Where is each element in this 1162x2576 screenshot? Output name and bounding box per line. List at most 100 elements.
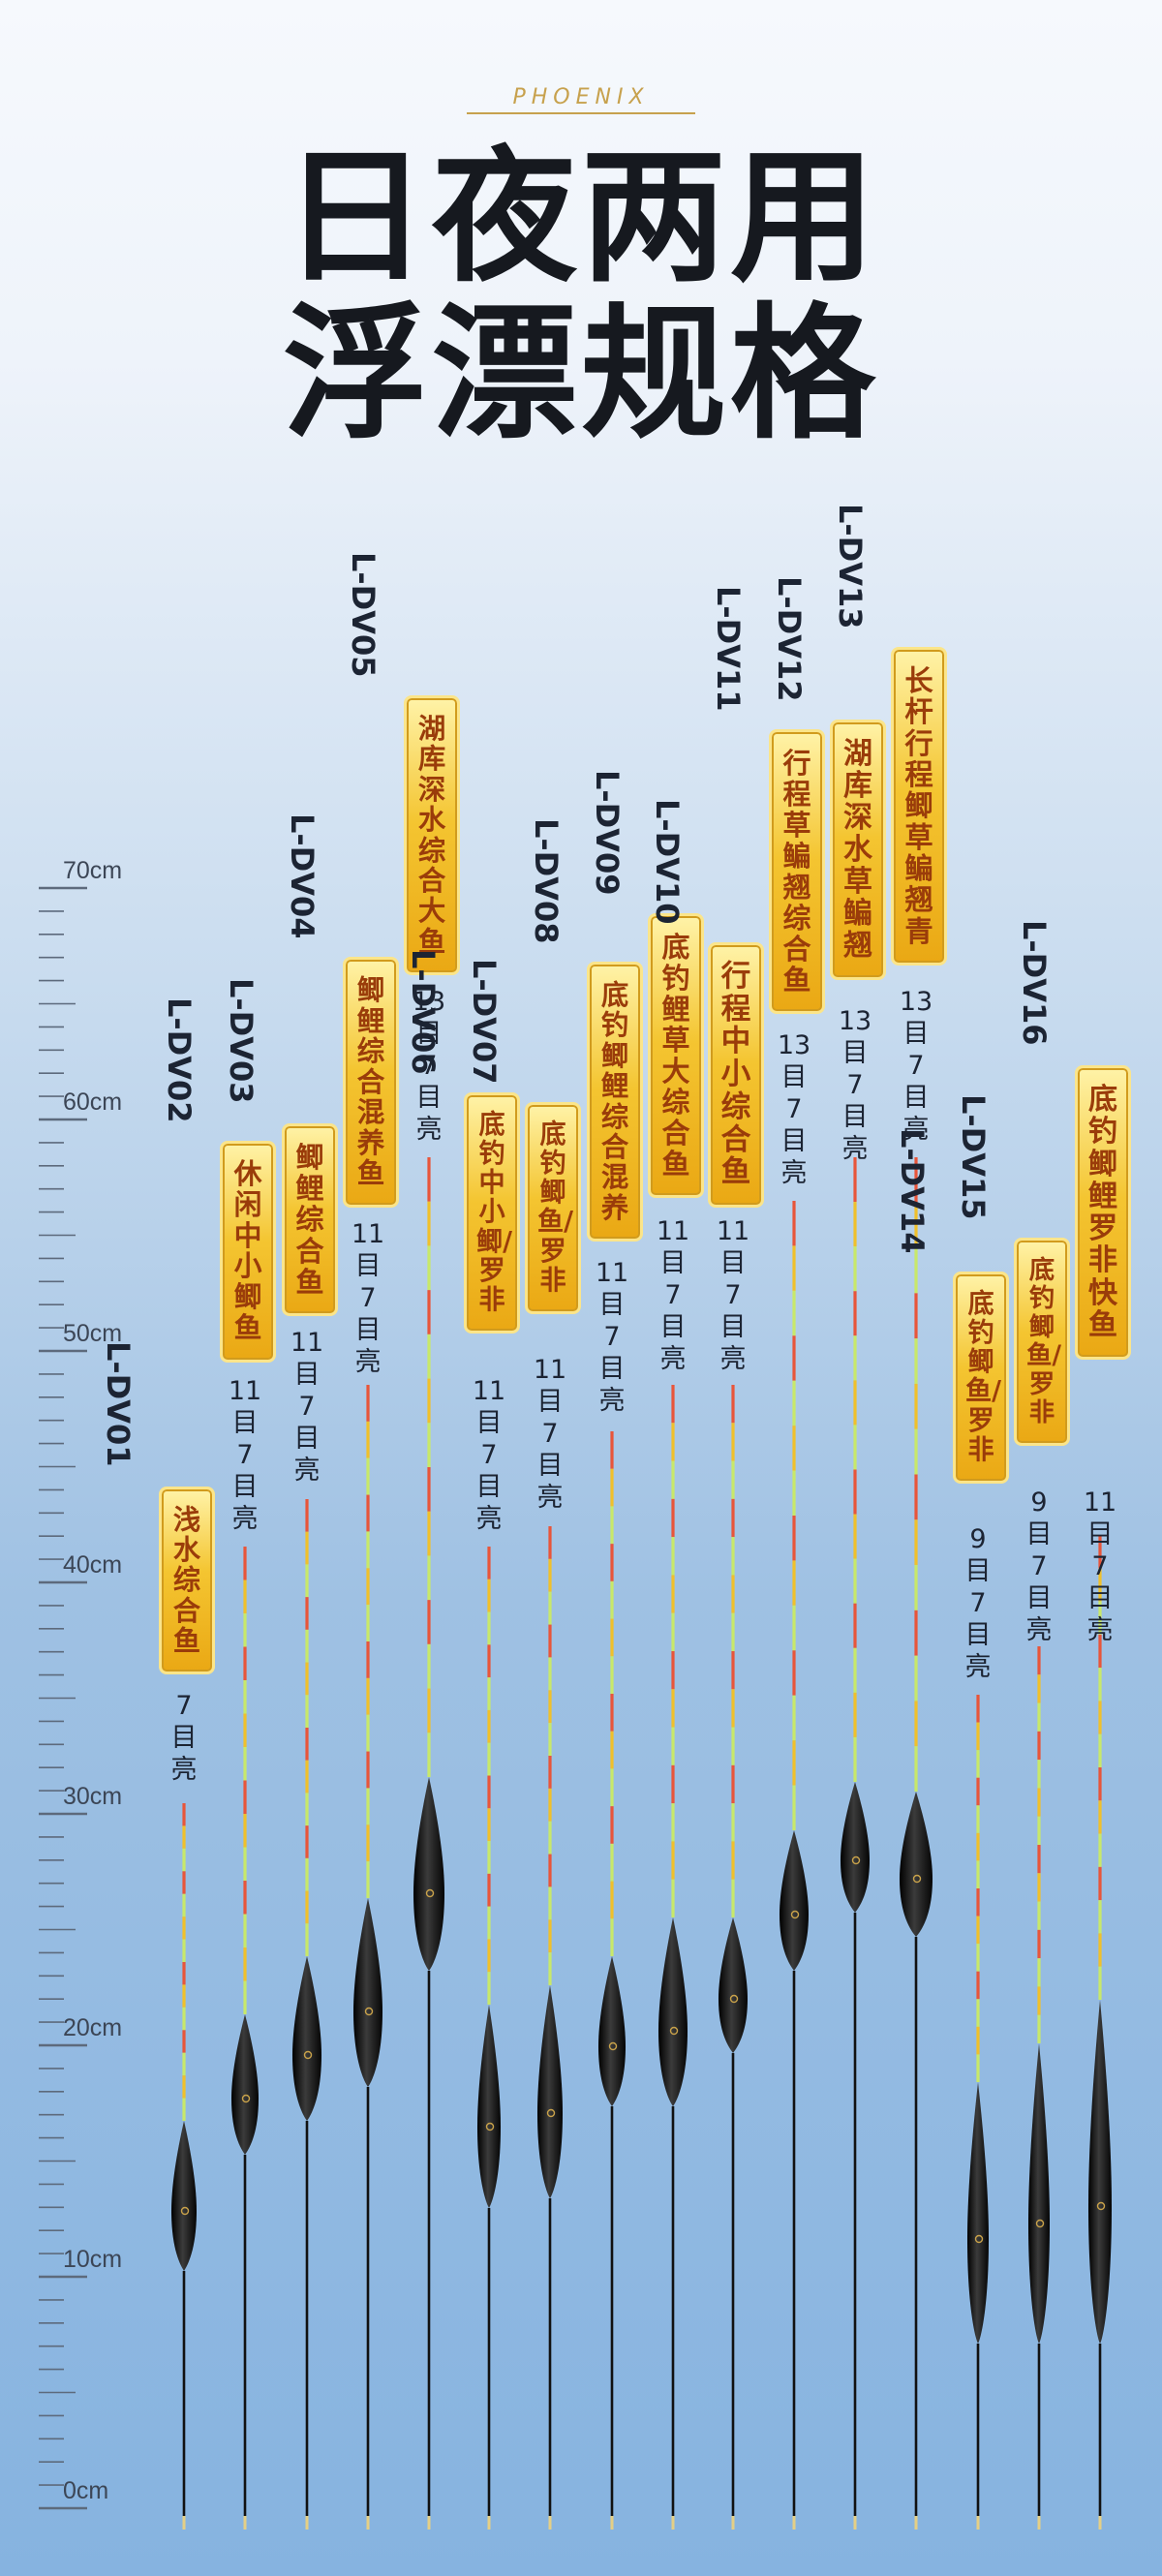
ruler-label: 30cm <box>63 1783 123 1810</box>
float-model-label: L-DV09 <box>589 770 627 896</box>
float-spec: 11目7目亮 <box>533 1355 567 1513</box>
float-body <box>353 1898 382 2087</box>
float-name-badge: 鲫鲤综合鱼 <box>282 1123 338 1317</box>
float-name-badge: 底钓鲤草大综合鱼 <box>648 913 704 1198</box>
float-body <box>171 2121 197 2271</box>
float-model-label: L-DV14 <box>894 1128 932 1254</box>
float-spec: 13目7目亮 <box>899 987 933 1145</box>
float-model-label: L-DV05 <box>345 552 382 678</box>
float-name: 行程草鳊翘综合鱼 <box>782 747 811 997</box>
phoenix-emblem-icon <box>303 2050 313 2060</box>
phoenix-emblem-icon <box>1035 2219 1045 2228</box>
float-model-label: L-DV10 <box>649 799 687 925</box>
float-4 <box>353 1385 382 2530</box>
phoenix-emblem-icon <box>608 2041 618 2051</box>
float-name-badge: 休闲中小鲫鱼 <box>220 1141 276 1363</box>
float-5 <box>413 1157 444 2530</box>
float-spec: 11目7目亮 <box>716 1216 750 1374</box>
float-name-badge: 底钓中小鲫/罗非 <box>464 1092 520 1334</box>
float-11 <box>780 1201 809 2530</box>
float-15 <box>1028 1646 1050 2530</box>
float-body <box>1028 2043 1050 2344</box>
float-name: 长杆行程鲫草鳊翘青 <box>904 664 933 948</box>
float-name: 鲫鲤综合鱼 <box>295 1141 324 1299</box>
float-spec: 11目7目亮 <box>1083 1487 1117 1645</box>
phoenix-emblem-icon <box>180 2206 190 2216</box>
float-spec: 13目7目亮 <box>838 1006 872 1164</box>
float-spec: 9目7目亮 <box>1025 1487 1053 1645</box>
float-10 <box>719 1385 748 2530</box>
ruler-label: 40cm <box>63 1551 123 1579</box>
float-name: 浅水综合鱼 <box>172 1504 201 1657</box>
float-model-label: L-DV02 <box>161 997 199 1123</box>
float-8 <box>598 1431 626 2530</box>
float-name: 湖库深水草鳊翘 <box>843 737 872 963</box>
float-body <box>477 2005 501 2208</box>
phoenix-emblem-icon <box>974 2234 984 2244</box>
float-2 <box>231 1547 259 2530</box>
float-name: 底钓鲫鱼/罗非 <box>537 1119 574 1296</box>
float-model-label: L-DV03 <box>223 978 260 1104</box>
float-body <box>780 1830 809 1971</box>
float-name-badge: 底钓鲫鲤综合混养 <box>587 962 643 1242</box>
float-16 <box>1088 1535 1112 2530</box>
float-body <box>598 1956 626 2106</box>
float-name: 休闲中小鲫鱼 <box>233 1157 262 1345</box>
float-model-label: L-DV13 <box>832 504 870 629</box>
float-model-label: L-DV15 <box>955 1094 993 1220</box>
float-name-badge: 湖库深水综合大鱼 <box>404 695 460 975</box>
float-body <box>841 1782 870 1913</box>
ruler-label: 50cm <box>63 1320 123 1347</box>
float-7 <box>537 1526 563 2530</box>
float-body <box>719 1917 748 2053</box>
float-body <box>537 1985 563 2198</box>
float-body <box>413 1777 444 1971</box>
float-model-label: L-DV12 <box>771 576 809 702</box>
phoenix-emblem-icon <box>669 2026 679 2036</box>
phoenix-emblem-icon <box>790 1910 800 1919</box>
float-spec: 13目7目亮 <box>777 1030 811 1188</box>
brand-underline <box>467 112 695 114</box>
phoenix-emblem-icon <box>241 2094 251 2103</box>
float-spec: 11目7目亮 <box>656 1216 690 1374</box>
phoenix-emblem-icon <box>1096 2201 1106 2211</box>
float-name-badge: 长杆行程鲫草鳊翘青 <box>891 647 947 966</box>
float-9 <box>658 1385 688 2530</box>
float-spec: 11目7目亮 <box>472 1376 506 1534</box>
float-name: 鲫鲤综合混养鱼 <box>356 973 385 1190</box>
float-name-badge: 行程草鳊翘综合鱼 <box>769 729 825 1014</box>
float-spec: 13目7目亮 <box>412 987 446 1145</box>
float-name-badge: 底钓鲫鱼/罗非 <box>953 1272 1009 1484</box>
float-body <box>1088 2000 1112 2344</box>
float-spec: 7目亮 <box>170 1691 198 1785</box>
float-body <box>900 1792 933 1937</box>
float-name: 底钓鲫鲤罗非快鱼 <box>1087 1083 1118 1342</box>
float-model-label: L-DV08 <box>528 818 566 944</box>
float-name: 底钓鲤草大综合鱼 <box>661 931 690 1181</box>
float-spec: 11目7目亮 <box>228 1376 262 1534</box>
float-12 <box>841 1157 870 2530</box>
float-model-label: L-DV06 <box>405 949 443 1075</box>
float-name-badge: 底钓鲫鱼/罗非 <box>525 1102 581 1314</box>
float-spec: 11目7目亮 <box>290 1328 324 1486</box>
float-name-badge: 底钓鲫鲤罗非快鱼 <box>1075 1065 1131 1360</box>
ruler-label: 10cm <box>63 2246 123 2273</box>
phoenix-emblem-icon <box>851 1855 861 1865</box>
float-6 <box>477 1547 501 2530</box>
ruler-label: 0cm <box>63 2477 109 2504</box>
float-1 <box>171 1803 197 2530</box>
float-spec: 11目7目亮 <box>351 1219 385 1377</box>
phoenix-emblem-icon <box>485 2122 495 2131</box>
float-name-badge: 鲫鲤综合混养鱼 <box>343 957 399 1209</box>
page-title-line2: 浮漂规格 <box>282 291 879 459</box>
float-name-badge: 浅水综合鱼 <box>159 1487 215 1675</box>
phoenix-emblem-icon <box>912 1874 922 1884</box>
brand-logo: PHOENIX <box>512 85 650 109</box>
float-spec: 9目7目亮 <box>964 1524 992 1682</box>
float-name-badge: 底钓鲫鱼/罗非 <box>1014 1238 1070 1446</box>
float-name: 行程中小综合鱼 <box>720 959 751 1190</box>
float-body <box>231 2014 259 2155</box>
float-name: 底钓鲫鱼/罗非 <box>965 1289 1002 1465</box>
